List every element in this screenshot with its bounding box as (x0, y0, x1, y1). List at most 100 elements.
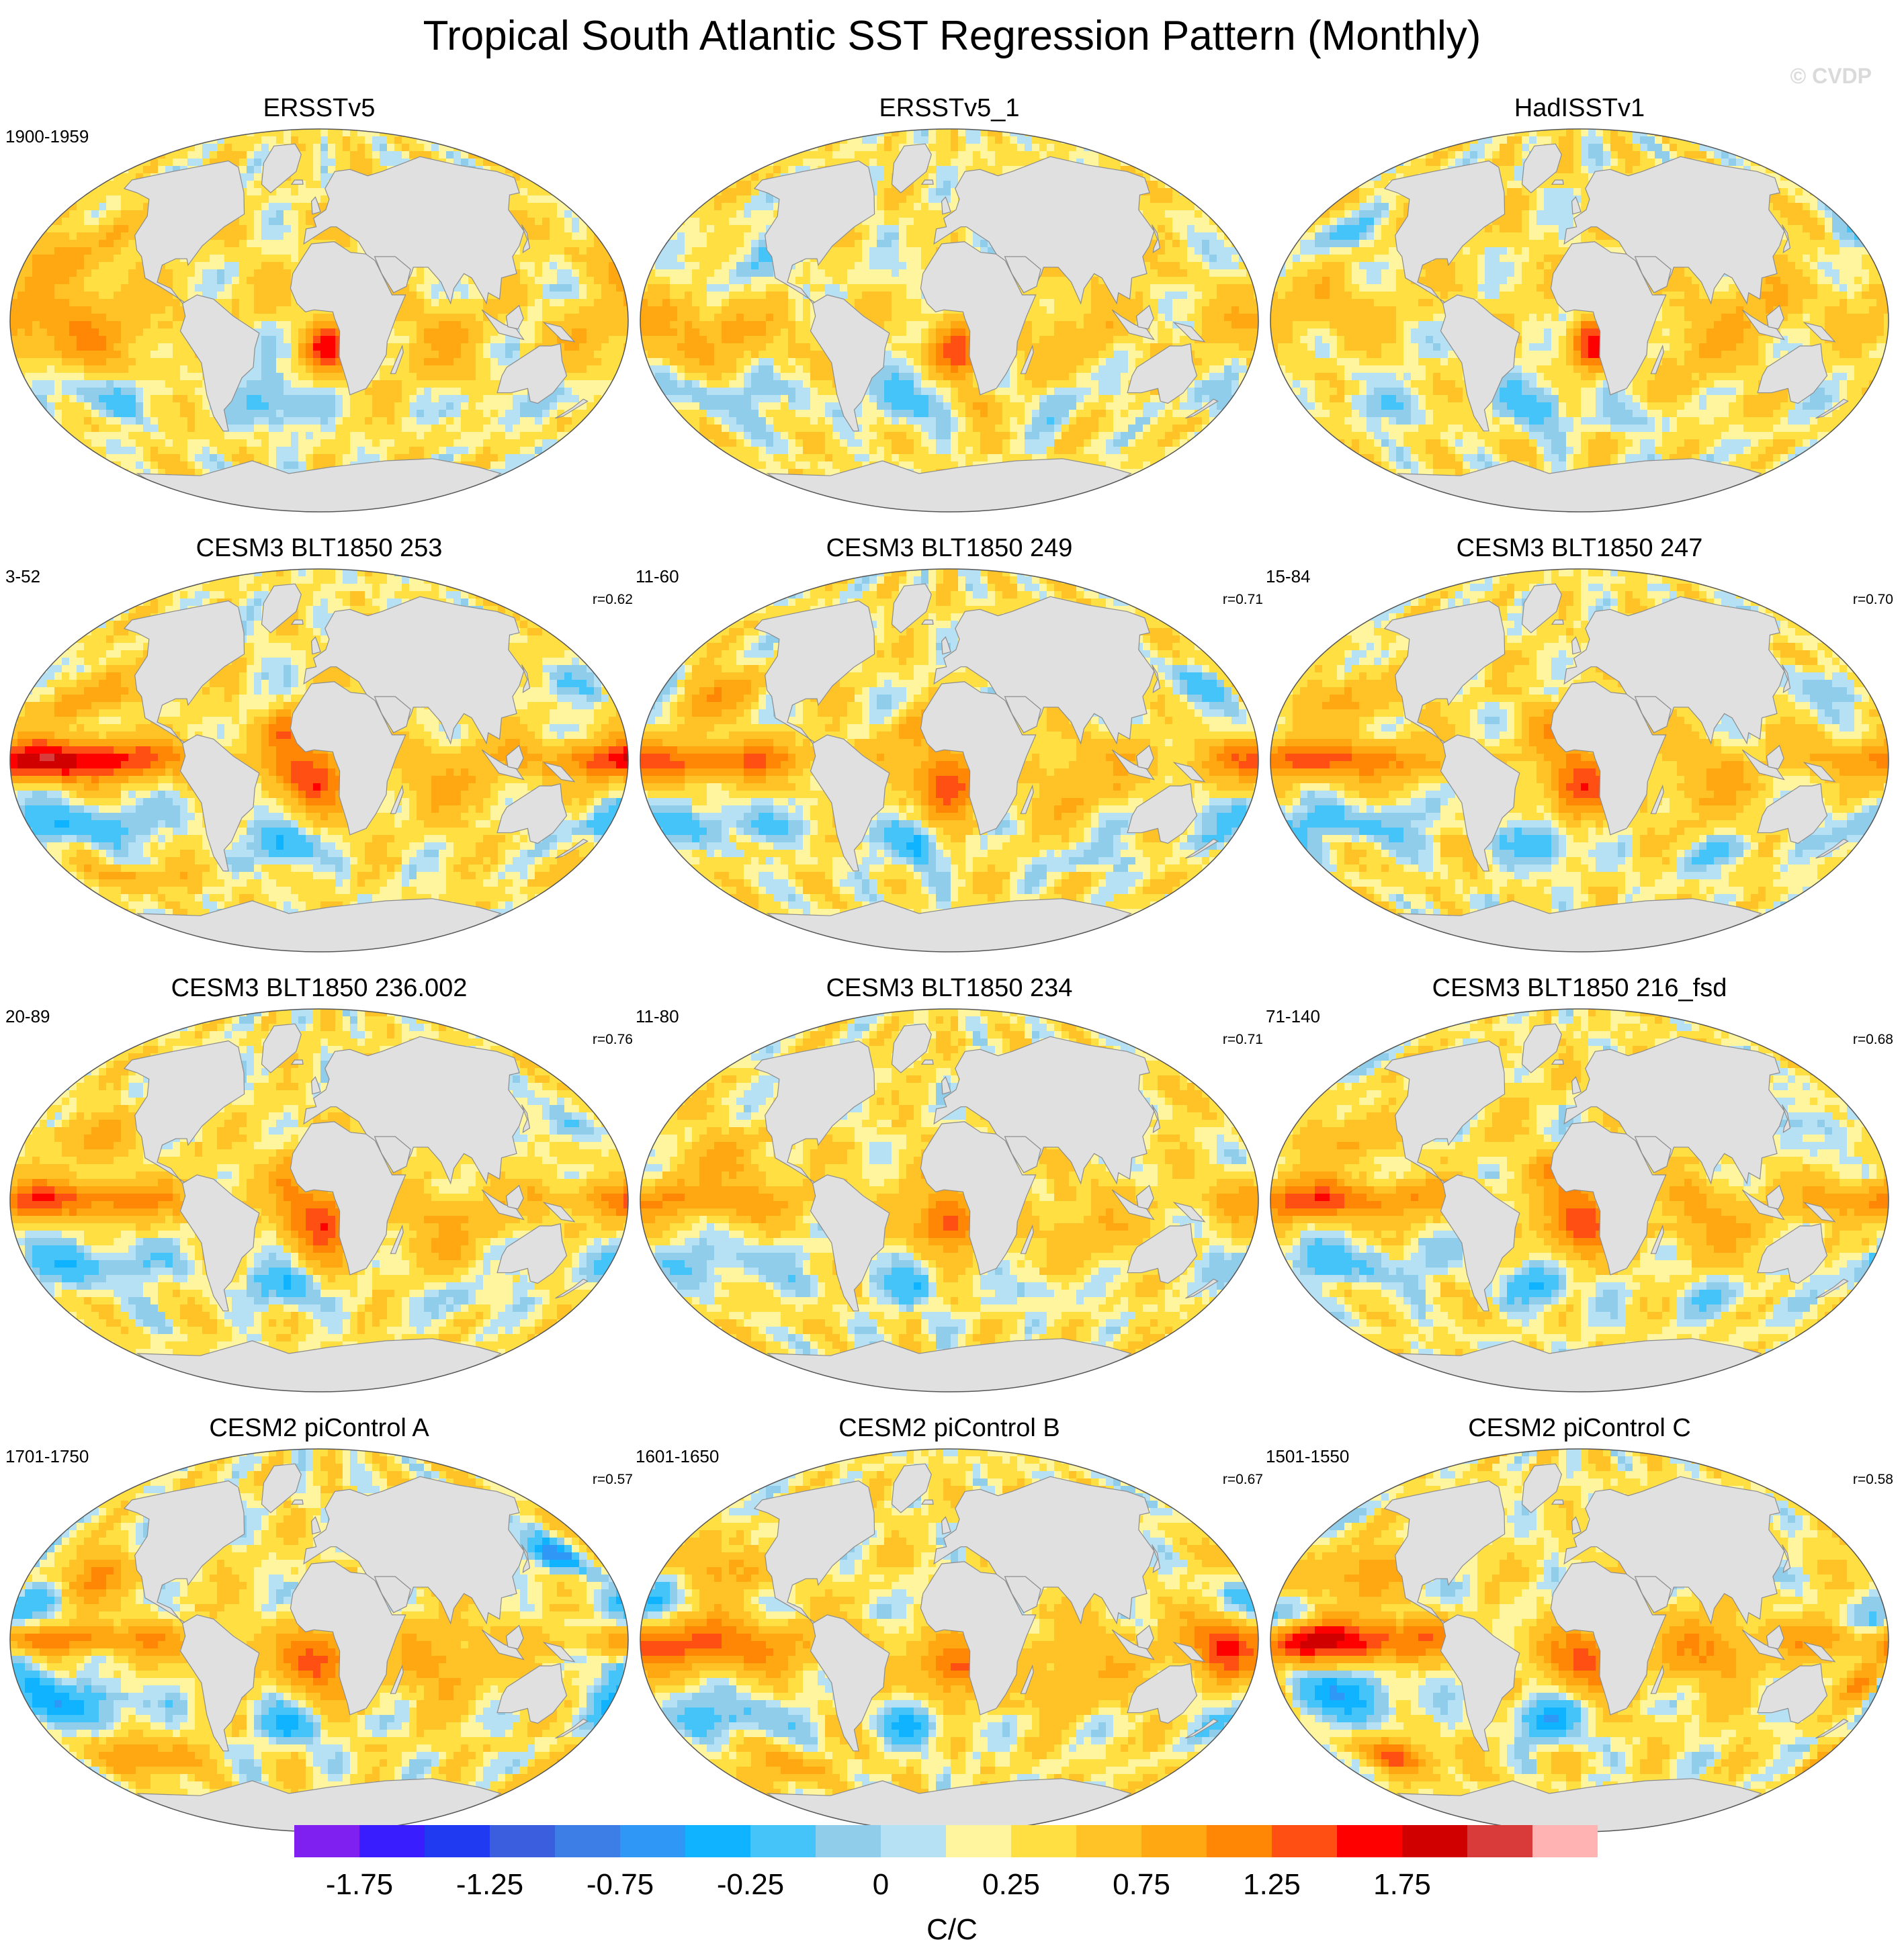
landmass-indonesia (1111, 1629, 1155, 1661)
landmass-africa (1550, 681, 1667, 836)
map-border (640, 128, 1259, 513)
sst-field (640, 1009, 1258, 1392)
landmass-borneo (1766, 1184, 1784, 1210)
landmass-arabia-fill (1004, 696, 1041, 734)
colorbar-swatch (555, 1825, 620, 1857)
map-border (9, 568, 629, 953)
landmass-greenland (1521, 583, 1562, 633)
map-panel: CESM3 BLT1850 216_fsd 71-140 r=0.68 (1266, 974, 1893, 1417)
map-panel: HadISSTv1 (1266, 94, 1893, 537)
landmass-uk (941, 1516, 951, 1535)
sst-regression-map (640, 128, 1259, 513)
colorbar-swatch (1076, 1825, 1141, 1857)
landmass-north-america (753, 600, 875, 744)
map-panel: CESM3 BLT1850 236.002 20-89 r=0.76 (5, 974, 633, 1417)
sst-regression-map (9, 128, 629, 513)
panel-title: ERSSTv5 (5, 94, 633, 123)
landmass-borneo (1135, 1184, 1154, 1210)
landmass-africa (290, 1561, 406, 1716)
landmass-borneo (1135, 304, 1154, 330)
pattern-correlation-label: r=0.68 (1853, 1032, 1893, 1048)
pattern-correlation-label: r=0.76 (593, 1032, 633, 1048)
panel-title: CESM2 piControl A (5, 1414, 633, 1443)
landmass-indonesia (481, 309, 525, 341)
landmass-arabia-fill (1634, 1576, 1672, 1613)
landmass-iceland (920, 179, 934, 185)
landmass-australia (1127, 1223, 1198, 1284)
landmass-antarctica (766, 898, 1132, 952)
sst-regression-map (9, 1448, 629, 1832)
landmass-australia (496, 1223, 568, 1284)
landmass-iceland (1551, 1499, 1564, 1505)
landmass-madagascar (1020, 1664, 1034, 1694)
landmass-eurasia (303, 1036, 525, 1185)
colorbar-tick-label: 0 (873, 1868, 889, 1902)
landmass-south-america (810, 734, 890, 872)
colorbar-tick-label: 1.75 (1373, 1868, 1431, 1902)
landmass-arabia-fill (1004, 1576, 1041, 1613)
landmass-eurasia (1563, 156, 1785, 305)
landmass-antarctica (1396, 1778, 1762, 1832)
landmass-japan (1151, 224, 1161, 253)
sst-regression-map (1270, 1008, 1889, 1392)
landmass-antarctica (136, 898, 502, 952)
landmass-uk (310, 1076, 321, 1095)
landmass-indonesia (1741, 1189, 1785, 1221)
landmass-greenland (261, 1463, 302, 1513)
colorbar-tick-label: -0.75 (587, 1868, 654, 1902)
panel-years-label: 71-140 (1266, 1006, 1320, 1027)
pattern-correlation-label: r=0.62 (593, 592, 633, 608)
landmass-africa (920, 1561, 1037, 1716)
map-border (1270, 1008, 1889, 1392)
sst-regression-map (640, 568, 1259, 953)
pattern-correlation-label: r=0.70 (1853, 592, 1893, 608)
panel-title: CESM2 piControl B (636, 1414, 1263, 1443)
landmass-new-guinea (1803, 322, 1836, 343)
sst-regression-map (640, 1448, 1259, 1832)
landmass-new-guinea (542, 322, 576, 343)
landmass-madagascar (1650, 1224, 1664, 1254)
landmass-new-zealand (1185, 1278, 1219, 1299)
colorbar-swatch (1532, 1825, 1598, 1857)
map-panel: CESM3 BLT1850 253 3-52 r=0.62 (5, 534, 633, 977)
pattern-correlation-label: r=0.71 (1223, 592, 1263, 608)
landmass-africa (920, 1121, 1037, 1276)
map-panel: CESM3 BLT1850 247 15-84 r=0.70 (1266, 534, 1893, 977)
landmass-antarctica (136, 1338, 502, 1392)
landmass-australia (496, 1663, 568, 1724)
landmass-borneo (505, 1184, 524, 1210)
colorbar-swatch (1402, 1825, 1467, 1857)
colorbar-tick-label: 1.25 (1243, 1868, 1301, 1902)
landmass-north-america (123, 1040, 245, 1184)
map-panel: ERSSTv5 1900-1959 (5, 94, 633, 537)
landmass-africa (290, 1121, 406, 1276)
panel-title: CESM2 piControl C (1266, 1414, 1893, 1443)
landmass-greenland (261, 583, 302, 633)
landmass-greenland (261, 143, 302, 193)
landmass-japan (1781, 1104, 1791, 1133)
landmass-north-america (123, 600, 245, 744)
landmass-north-america (1383, 1480, 1506, 1624)
panel-title: ERSSTv5_1 (636, 94, 1263, 123)
landmass-indonesia (1111, 749, 1155, 781)
panel-title: CESM3 BLT1850 216_fsd (1266, 974, 1893, 1003)
landmass-antarctica (136, 458, 502, 512)
landmass-uk (1571, 196, 1582, 215)
sst-field (10, 569, 628, 952)
landmass-japan (521, 664, 531, 693)
map-panel: CESM3 BLT1850 249 11-60 r=0.71 (636, 534, 1263, 977)
landmass-greenland (891, 1023, 932, 1073)
landmass-new-zealand (555, 398, 589, 419)
landmass-north-america (753, 1040, 875, 1184)
colorbar-swatch (685, 1825, 750, 1857)
map-border (1270, 568, 1889, 953)
sst-regression-map (1270, 128, 1889, 513)
landmass-borneo (505, 1624, 524, 1650)
landmass-iceland (1551, 179, 1564, 185)
landmass-australia (496, 783, 568, 844)
landmass-uk (310, 196, 321, 215)
landmass-iceland (920, 1499, 934, 1505)
map-panel: CESM2 piControl A 1701-1750 r=0.57 (5, 1414, 633, 1857)
map-panel: CESM2 piControl C 1501-1550 r=0.58 (1266, 1414, 1893, 1857)
panel-years-label: 1501-1550 (1266, 1446, 1349, 1467)
